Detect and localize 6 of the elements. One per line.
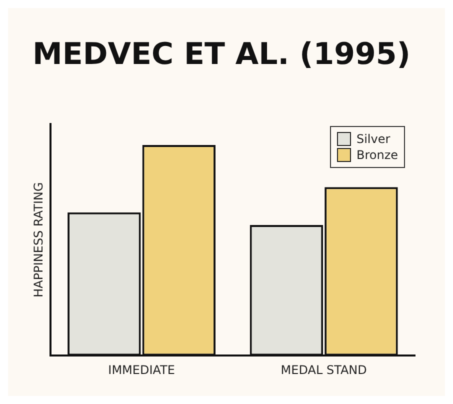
legend-label: Bronze <box>356 148 398 162</box>
y-axis-title: HAPPINESS RATING <box>31 182 46 298</box>
x-tick-label: MEDAL STAND <box>280 362 367 377</box>
x-tick-label: IMMEDIATE <box>108 362 175 377</box>
legend-label: Silver <box>356 132 390 146</box>
chart-title: MEDVEC ET AL. (1995) <box>32 36 410 72</box>
